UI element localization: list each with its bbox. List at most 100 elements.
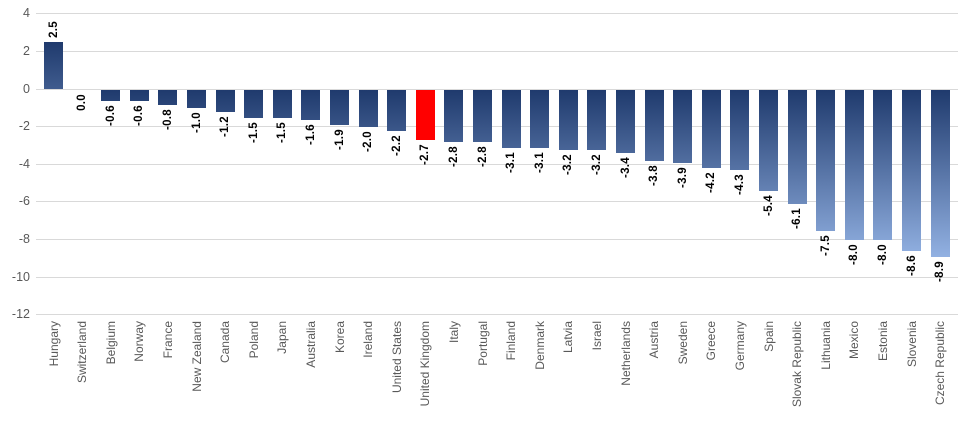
bar-austria: [644, 89, 664, 161]
bar-australia: [301, 89, 321, 120]
category-label-latvia: Latvia: [561, 321, 576, 354]
bar-canada: [215, 89, 235, 113]
value-label-new-zealand: -1.0: [190, 112, 203, 134]
gridline--12: [36, 314, 958, 316]
bar-greece: [701, 89, 721, 169]
category-label-belgium: Belgium: [103, 321, 118, 365]
bar-latvia: [558, 89, 578, 150]
bar-finland: [501, 89, 521, 148]
bar-slovak-republic: [787, 89, 807, 205]
bar-poland: [244, 89, 264, 118]
category-label-denmark: Denmark: [532, 321, 547, 370]
category-label-poland: Poland: [246, 321, 261, 359]
bar-hungary: [44, 41, 63, 89]
y-axis-tick-label: -8: [18, 231, 30, 246]
y-axis-tick-label: -12: [11, 307, 30, 322]
value-label-germany: -4.3: [733, 174, 746, 196]
category-label-austria: Austria: [647, 321, 662, 359]
value-label-norway: -0.6: [133, 104, 146, 126]
bar-belgium: [101, 89, 121, 101]
bar-netherlands: [616, 89, 635, 154]
value-label-estonia: -8.0: [876, 243, 889, 265]
gridline--6: [36, 201, 958, 203]
y-axis-tick-label: -4: [18, 156, 30, 171]
category-label-slovenia: Slovenia: [904, 321, 919, 368]
value-label-france: -0.8: [161, 108, 174, 130]
value-label-hungary: 2.5: [47, 20, 60, 38]
bar-united-states: [387, 89, 407, 131]
category-label-sweden: Sweden: [675, 321, 690, 365]
category-label-slovak-republic: Slovak Republic: [790, 321, 805, 408]
value-label-czech-republic: -8.9: [934, 260, 947, 282]
value-label-spain: -5.4: [762, 195, 775, 217]
value-label-portugal: -2.8: [476, 146, 489, 168]
bar-united-kingdom: [415, 89, 435, 141]
bar-czech-republic: [930, 89, 950, 257]
bar-japan: [272, 89, 292, 118]
value-label-poland: -1.5: [247, 121, 260, 143]
value-label-korea: -1.9: [333, 129, 346, 151]
category-label-netherlands: Netherlands: [618, 321, 633, 386]
category-label-finland: Finland: [504, 321, 519, 361]
category-label-australia: Australia: [303, 321, 318, 368]
value-label-mexico: -8.0: [848, 243, 861, 265]
bar-portugal: [473, 89, 492, 143]
category-label-germany: Germany: [732, 321, 747, 371]
y-axis-tick-label: 0: [23, 81, 30, 96]
category-label-canada: Canada: [218, 321, 233, 364]
y-axis-tick-label: 4: [23, 6, 30, 21]
category-label-united-states: United States: [389, 321, 404, 394]
value-label-united-states: -2.2: [390, 134, 403, 156]
bar-ireland: [358, 89, 378, 128]
category-label-japan: Japan: [275, 321, 290, 354]
bar-new-zealand: [187, 89, 206, 109]
category-label-new-zealand: New Zealand: [189, 321, 204, 392]
value-label-greece: -4.2: [705, 172, 718, 194]
bar-korea: [330, 89, 349, 126]
value-label-canada: -1.2: [219, 116, 232, 138]
value-label-austria: -3.8: [648, 164, 661, 186]
value-label-united-kingdom: -2.7: [419, 144, 432, 166]
bar-france: [158, 89, 178, 105]
value-label-belgium: -0.6: [104, 104, 117, 126]
value-label-netherlands: -3.4: [619, 157, 632, 179]
value-label-finland: -3.1: [505, 151, 518, 173]
category-label-estonia: Estonia: [875, 321, 890, 362]
bar-italy: [444, 89, 464, 143]
value-label-lithuania: -7.5: [819, 234, 832, 256]
category-label-france: France: [160, 321, 175, 359]
value-label-denmark: -3.1: [533, 151, 546, 173]
category-label-united-kingdom: United Kingdom: [418, 321, 433, 407]
category-label-hungary: Hungary: [46, 321, 61, 367]
gridline-0: [36, 88, 958, 90]
bar-israel: [587, 89, 607, 150]
category-label-ireland: Ireland: [361, 321, 376, 358]
y-axis-tick-label: -10: [11, 269, 30, 284]
y-axis-tick-label: 2: [23, 43, 30, 58]
gridline--10: [36, 276, 958, 278]
value-label-slovenia: -8.6: [905, 255, 918, 277]
category-label-israel: Israel: [589, 321, 604, 351]
category-label-korea: Korea: [332, 321, 347, 354]
value-label-slovak-republic: -6.1: [791, 208, 804, 230]
bar-lithuania: [816, 89, 836, 231]
bar-norway: [129, 89, 149, 101]
category-label-portugal: Portugal: [475, 321, 490, 366]
bar-spain: [759, 89, 778, 192]
value-label-japan: -1.5: [276, 121, 289, 143]
category-label-spain: Spain: [761, 321, 776, 352]
value-label-sweden: -3.9: [676, 166, 689, 188]
category-label-greece: Greece: [704, 321, 719, 361]
bar-slovenia: [902, 89, 921, 252]
bar-denmark: [530, 89, 550, 148]
gridline--4: [36, 163, 958, 165]
gridline--2: [36, 126, 958, 128]
gridline--8: [36, 238, 958, 240]
category-label-czech-republic: Czech Republic: [933, 321, 948, 406]
value-label-ireland: -2.0: [362, 131, 375, 153]
bar-mexico: [844, 89, 864, 240]
y-axis-tick-label: -6: [18, 194, 30, 209]
value-label-israel: -3.2: [590, 153, 603, 175]
category-label-mexico: Mexico: [847, 321, 862, 360]
category-label-lithuania: Lithuania: [818, 321, 833, 370]
